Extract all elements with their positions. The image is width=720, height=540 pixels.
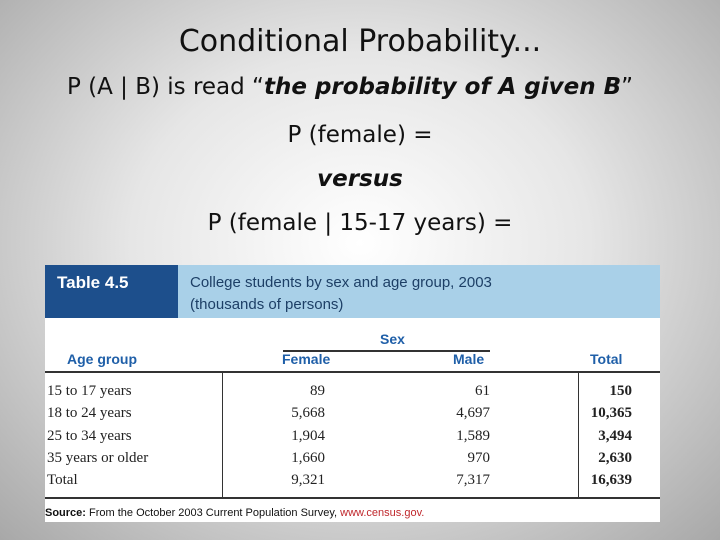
- group-header: Sex: [380, 331, 405, 347]
- column-header: Female: [282, 351, 331, 367]
- text: P (A | B) is read “: [66, 74, 264, 100]
- cell-value: 61: [475, 383, 490, 399]
- cell-value: 970: [467, 449, 491, 466]
- source: Source: From the October 2003 Current Po…: [45, 507, 424, 519]
- rule: [222, 373, 223, 497]
- cell-value: 1,904: [291, 427, 325, 444]
- text: the probability of A given B: [263, 74, 622, 100]
- rule: [578, 373, 579, 497]
- title: Conditional Probability...: [178, 24, 542, 59]
- source-link: www.census.gov.: [340, 507, 425, 519]
- rule: [45, 497, 660, 499]
- cell-value: 9,321: [291, 472, 325, 489]
- rule: [283, 350, 490, 352]
- text: ”: [621, 74, 634, 100]
- cell-value: 5,668: [291, 405, 325, 422]
- row-label: 35 years or older: [47, 449, 149, 466]
- column-header: Age group: [67, 351, 137, 367]
- text: P (female | 15-17 years) =: [207, 210, 513, 236]
- table: Table 4.5 College students by sex and ag…: [45, 265, 660, 522]
- caption: (thousands of persons): [190, 296, 344, 313]
- column-header: Total: [590, 351, 623, 367]
- row-label: 25 to 34 years: [47, 427, 132, 444]
- column-header: Male: [453, 351, 485, 367]
- cell-value: 10,365: [590, 405, 632, 422]
- row-label: Total: [47, 472, 78, 489]
- rule: [45, 371, 660, 373]
- cell-value: 89: [310, 383, 325, 399]
- definition: P (A | B) is read “the probability of A …: [0, 74, 710, 100]
- row-label: 15 to 17 years: [47, 383, 132, 399]
- row-label: 18 to 24 years: [47, 405, 132, 422]
- cell-value: 1,589: [456, 427, 490, 444]
- cell-value: 16,639: [590, 472, 632, 489]
- text: versus: [317, 166, 403, 192]
- text: P (female) =: [287, 122, 433, 148]
- cell-value: 150: [609, 383, 633, 399]
- cell-value: 1,660: [291, 449, 325, 466]
- cell-value: 4,697: [456, 405, 490, 422]
- cell-value: 7,317: [456, 472, 490, 489]
- cell-value: 3,494: [598, 427, 632, 444]
- source-text: From the October 2003 Current Population…: [89, 507, 338, 519]
- source-label: Source:: [45, 507, 86, 519]
- cell-value: 2,630: [598, 449, 632, 466]
- table-label: Table 4.5: [45, 265, 178, 318]
- caption: College students by sex and age group, 2…: [190, 274, 492, 291]
